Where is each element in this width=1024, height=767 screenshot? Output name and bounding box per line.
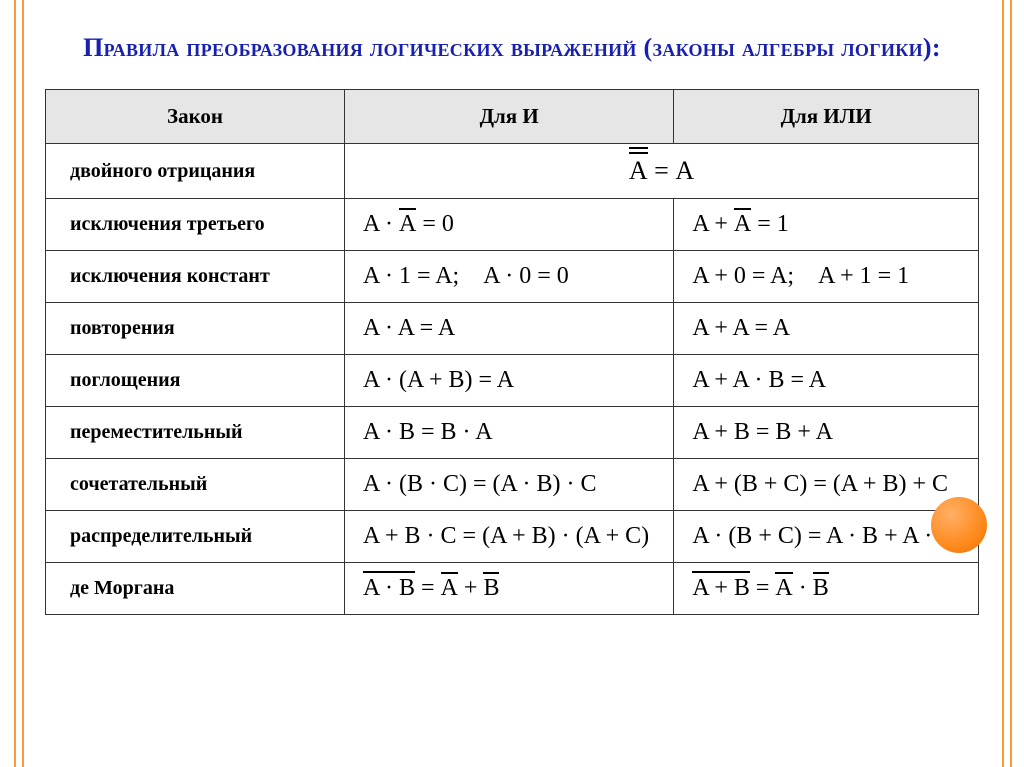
row-associative: сочетательный A · (B · C) = (A · B) · C … — [46, 459, 979, 511]
formula-repeat-and: A · A = A — [345, 303, 674, 355]
row-repetition: повторения A · A = A A + A = A — [46, 303, 979, 355]
law-name: исключения третьего — [46, 199, 345, 251]
table-header-row: Закон Для И Для ИЛИ — [46, 90, 979, 144]
formula-absorb-and: A · (A + B) = A — [345, 355, 674, 407]
formula-repeat-or: A + A = A — [674, 303, 979, 355]
formula-distrib-and: A + B · C = (A + B) · (A + C) — [345, 511, 674, 563]
law-name: повторения — [46, 303, 345, 355]
law-name: сочетательный — [46, 459, 345, 511]
row-absorption: поглощения A · (A + B) = A A + A · B = A — [46, 355, 979, 407]
formula-excl-third-and: A · A = 0 — [345, 199, 674, 251]
laws-table: Закон Для И Для ИЛИ двойного отрицания A… — [45, 89, 979, 615]
formula-assoc-and: A · (B · C) = (A · B) · C — [345, 459, 674, 511]
formula-demorgan-or: A + B = A · B — [674, 563, 979, 615]
law-name: распределительный — [46, 511, 345, 563]
page-title: Правила преобразования логических выраже… — [45, 30, 979, 65]
formula-double-neg: A = A — [345, 144, 979, 199]
law-name: переместительный — [46, 407, 345, 459]
row-commutative: переместительный A · B = B · A A + B = B… — [46, 407, 979, 459]
formula-assoc-or: A + (B + C) = (A + B) + C — [674, 459, 979, 511]
law-name: исключения констант — [46, 251, 345, 303]
formula-absorb-or: A + A · B = A — [674, 355, 979, 407]
formula-const-or: A + 0 = A; A + 1 = 1 — [674, 251, 979, 303]
col-law: Закон — [46, 90, 345, 144]
formula-commute-or: A + B = B + A — [674, 407, 979, 459]
slide-content: Правила преобразования логических выраже… — [45, 30, 979, 615]
row-excluded-third: исключения третьего A · A = 0 A + A = 1 — [46, 199, 979, 251]
formula-const-and: A · 1 = A; A · 0 = 0 — [345, 251, 674, 303]
law-name: поглощения — [46, 355, 345, 407]
formula-commute-and: A · B = B · A — [345, 407, 674, 459]
decoration-dot-icon — [931, 497, 987, 553]
law-name: де Моргана — [46, 563, 345, 615]
col-and: Для И — [345, 90, 674, 144]
formula-demorgan-and: A · B = A + B — [345, 563, 674, 615]
row-double-negation: двойного отрицания A = A — [46, 144, 979, 199]
law-name: двойного отрицания — [46, 144, 345, 199]
col-or: Для ИЛИ — [674, 90, 979, 144]
formula-excl-third-or: A + A = 1 — [674, 199, 979, 251]
row-demorgan: де Моргана A · B = A + B A + B = A · B — [46, 563, 979, 615]
row-distributive: распределительный A + B · C = (A + B) · … — [46, 511, 979, 563]
row-excluded-const: исключения констант A · 1 = A; A · 0 = 0… — [46, 251, 979, 303]
